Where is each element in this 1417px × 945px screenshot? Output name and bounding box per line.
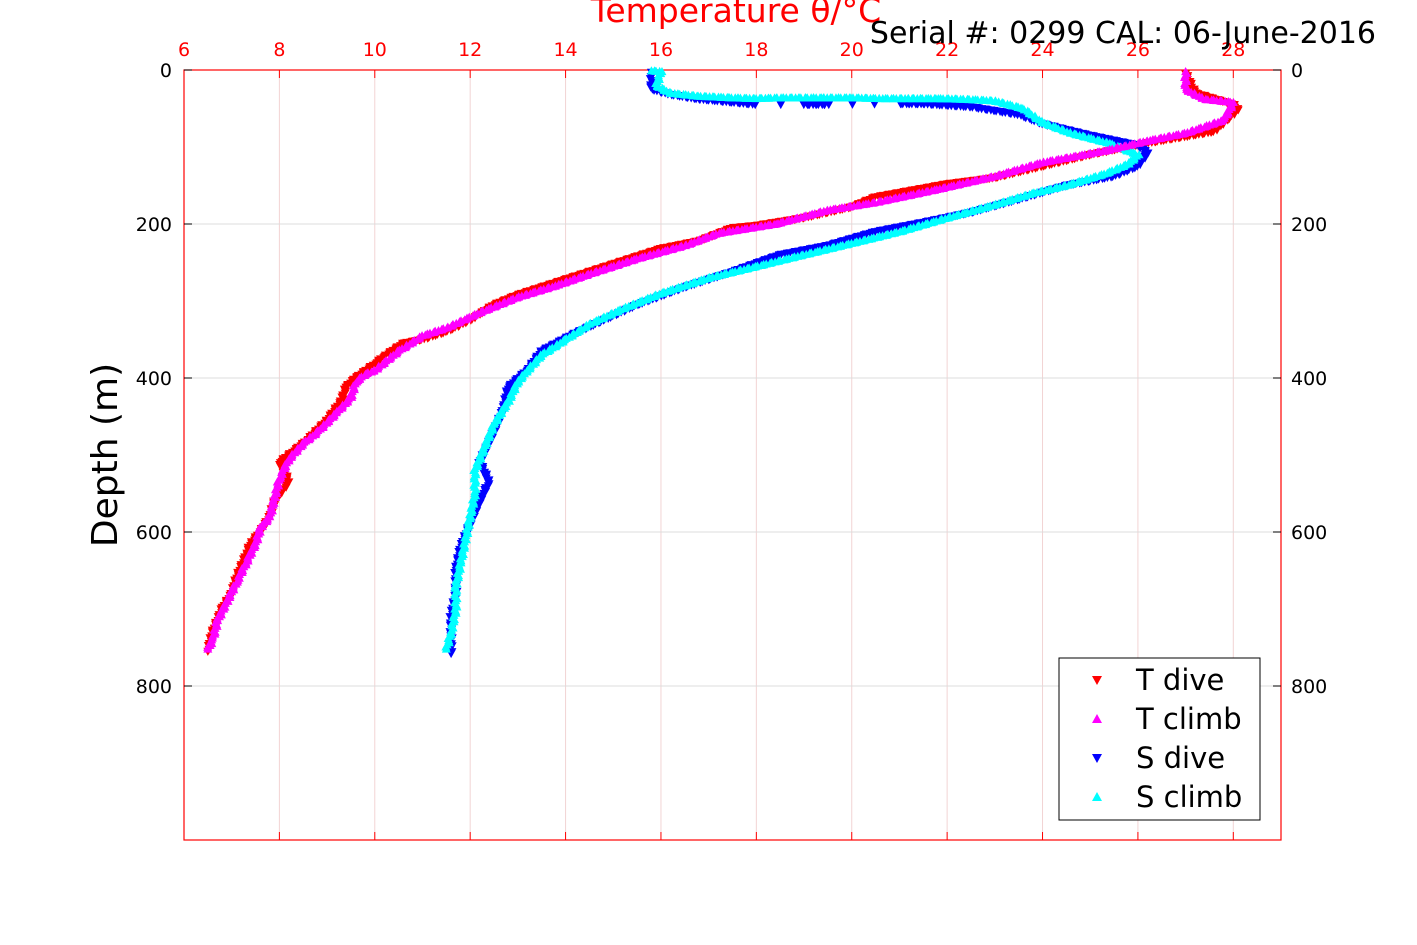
- axis-ticks: 6 8 10 12 14 16 18 20 22 24 26 28 0 0 200 200 400 400 600 6…: [136, 39, 1327, 840]
- y-tick-label-left: 800: [136, 676, 172, 698]
- x-tick-label: 12: [458, 39, 482, 61]
- x-tick-label: 20: [840, 39, 864, 61]
- legend-label-s-climb: S climb: [1136, 780, 1242, 814]
- legend-marker-s-dive: [1092, 754, 1102, 763]
- legend-label-t-dive: T dive: [1135, 663, 1224, 697]
- y-tick-label-left: 200: [136, 214, 172, 236]
- y-axis-label: Depth (m): [85, 363, 126, 547]
- y-tick-label-right: 0: [1291, 60, 1303, 82]
- point-t-climb: [203, 644, 213, 653]
- point-s-dive: [824, 101, 834, 110]
- x-tick-label: 8: [273, 39, 285, 61]
- legend-entries: T dive T climb S dive S climb: [1092, 663, 1242, 814]
- x-tick-label: 10: [363, 39, 387, 61]
- y-tick-label-left: 400: [136, 368, 172, 390]
- point-s-dive: [847, 100, 857, 109]
- series-t-climb: [203, 67, 1238, 653]
- x-tick-label: 18: [744, 39, 768, 61]
- y-tick-label-right: 800: [1291, 676, 1327, 698]
- legend-marker-s-climb: [1092, 792, 1102, 801]
- legend-marker-t-dive: [1092, 676, 1102, 685]
- y-tick-label-left: 600: [136, 522, 172, 544]
- point-s-dive: [750, 101, 760, 110]
- legend: T dive T climb S dive S climb: [1058, 657, 1261, 821]
- chart-title: Temperature θ/°C: [590, 0, 881, 30]
- y-tick-label-right: 600: [1291, 522, 1327, 544]
- x-tick-label: 28: [1221, 39, 1245, 61]
- x-tick-label: 22: [935, 39, 959, 61]
- series-s-climb: [441, 66, 1144, 653]
- x-tick-label: 14: [553, 39, 577, 61]
- x-tick-label: 16: [649, 39, 673, 61]
- x-tick-label: 26: [1126, 39, 1150, 61]
- y-tick-label-right: 400: [1291, 368, 1327, 390]
- y-tick-label-right: 200: [1291, 214, 1327, 236]
- y-tick-label-left: 0: [160, 60, 172, 82]
- x-tick-label: 6: [178, 39, 190, 61]
- legend-marker-t-climb: [1092, 714, 1102, 723]
- legend-label-t-climb: T climb: [1135, 702, 1242, 736]
- point-s-climb: [441, 644, 451, 653]
- x-tick-label: 24: [1030, 39, 1054, 61]
- legend-label-s-dive: S dive: [1136, 741, 1225, 775]
- series-markers: [203, 66, 1243, 659]
- point-s-dive: [870, 100, 880, 109]
- serial-annotation: Serial #: 0299 CAL: 06-June-2016: [870, 16, 1376, 51]
- point-s-dive: [776, 101, 786, 110]
- plot-frame: [183, 69, 1282, 841]
- legend-box: [1058, 657, 1261, 821]
